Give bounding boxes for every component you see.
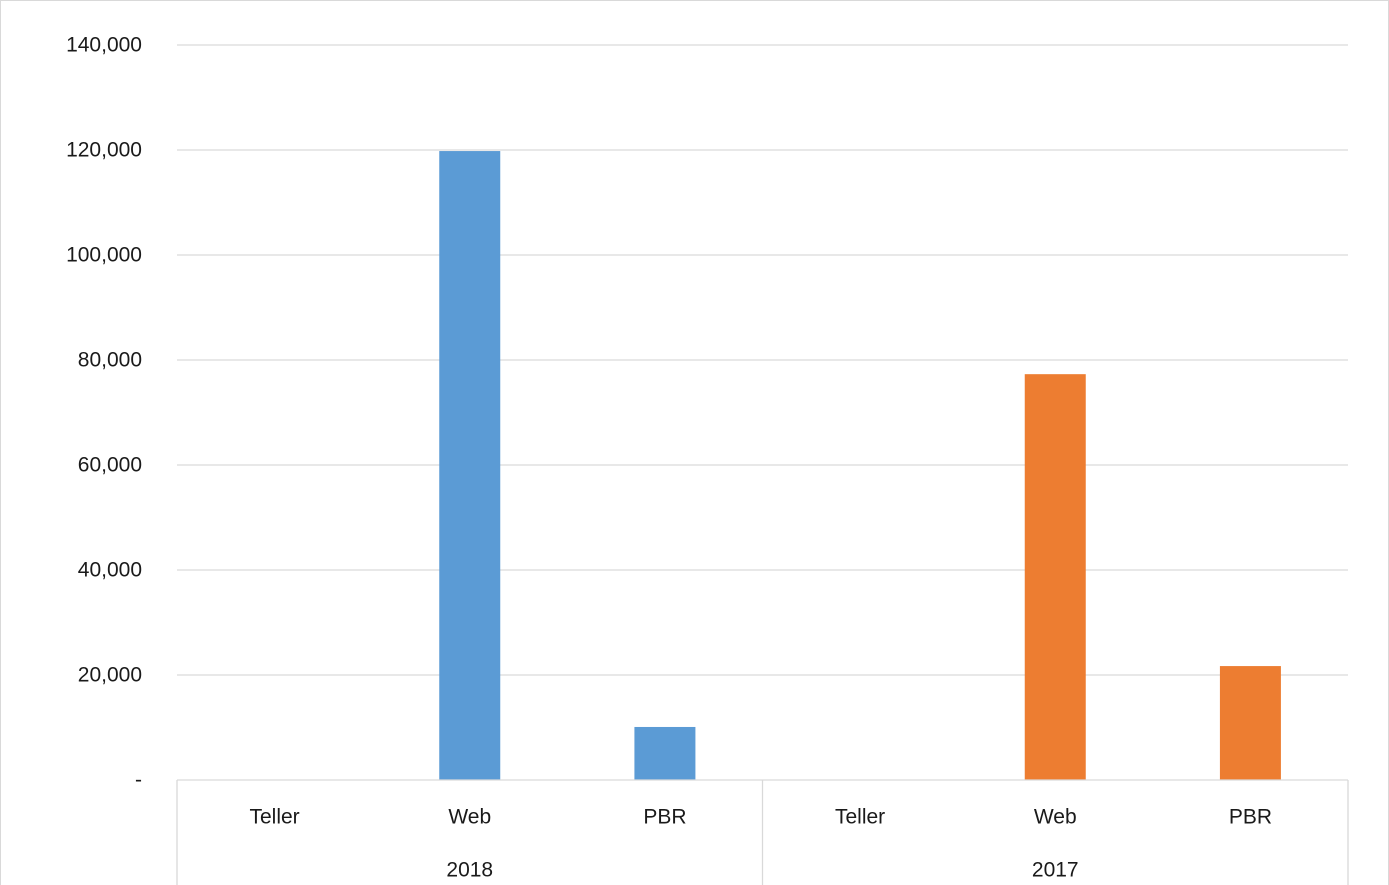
y-tick-label: 20,000: [78, 664, 142, 687]
x-category-label: Web: [1034, 806, 1077, 829]
y-tick-label: 100,000: [66, 244, 142, 267]
x-category-label: Web: [448, 806, 491, 829]
y-tick-label: 140,000: [66, 34, 142, 57]
x-category-label: PBR: [1229, 806, 1272, 829]
bar: [1219, 666, 1281, 780]
x-category-label: Teller: [249, 806, 299, 829]
y-tick-label: 40,000: [78, 559, 142, 582]
bar: [439, 151, 501, 781]
bar: [1024, 374, 1086, 780]
y-tick-label: -: [135, 769, 142, 792]
x-category-label: Teller: [835, 806, 885, 829]
bars: [439, 151, 1281, 781]
gridlines: [177, 44, 1348, 676]
y-tick-label: 120,000: [66, 139, 142, 162]
category-axis: [176, 779, 1349, 885]
y-tick-label: 80,000: [78, 349, 142, 372]
y-axis-ticks: - 20,000 40,000 60,000 80,000 100,000 120,000 1…: [66, 34, 142, 792]
x-axis-ticks: Teller Web PBR 2018 Teller Web PBR 2017: [249, 806, 1272, 882]
x-group-label: 2017: [1032, 859, 1079, 882]
x-category-label: PBR: [643, 806, 686, 829]
y-tick-label: 60,000: [78, 454, 142, 477]
bar: [634, 726, 696, 780]
x-group-label: 2018: [446, 859, 493, 882]
